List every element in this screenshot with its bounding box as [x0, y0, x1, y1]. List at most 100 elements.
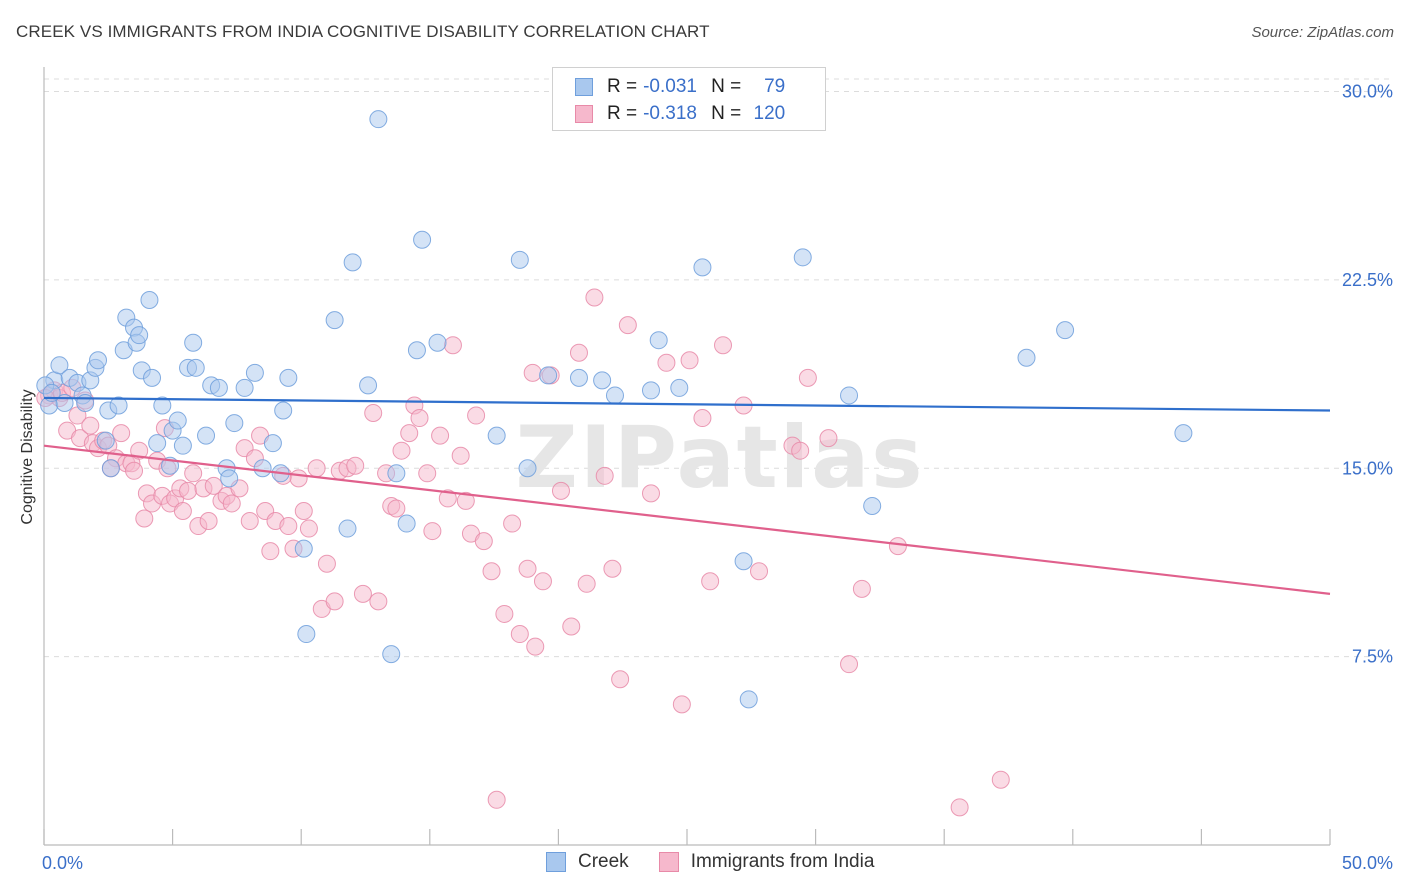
data-point — [197, 426, 216, 445]
watermark: ZIPatlas — [516, 408, 925, 508]
data-point — [382, 645, 401, 664]
y-tick-label: 15.0% — [1342, 458, 1393, 478]
stats-legend: R = -0.031 N = 79 R = -0.318 N = 120 — [552, 67, 826, 131]
data-point — [109, 396, 128, 415]
data-point — [739, 690, 758, 709]
data-point — [693, 409, 712, 428]
data-point — [714, 336, 733, 355]
data-point — [423, 522, 442, 541]
data-point — [359, 376, 378, 395]
data-point — [618, 316, 637, 335]
r-label: R = — [607, 76, 638, 97]
data-point — [317, 554, 336, 573]
data-point — [168, 411, 187, 430]
data-point — [261, 542, 280, 561]
data-point — [523, 363, 542, 382]
data-point — [1056, 321, 1075, 340]
data-point — [431, 426, 450, 445]
data-point — [569, 343, 588, 362]
data-point — [140, 291, 159, 310]
stats-legend-row-creek: R = -0.031 N = 79 — [575, 74, 785, 100]
data-point — [279, 368, 298, 387]
data-point — [585, 288, 604, 307]
data-point — [220, 469, 239, 488]
x-tick-label-min: 0.0% — [42, 853, 83, 873]
data-point — [888, 537, 907, 556]
data-point — [407, 341, 426, 360]
data-point — [562, 617, 581, 636]
data-point — [577, 574, 596, 593]
data-point — [125, 461, 144, 480]
data-point — [186, 358, 205, 377]
data-point — [387, 499, 406, 518]
creek-swatch — [575, 78, 593, 96]
data-point — [657, 353, 676, 372]
stats-legend-row-india: R = -0.318 N = 120 — [575, 101, 785, 127]
data-point — [338, 519, 357, 538]
x-tick-label-max: 50.0% — [1342, 853, 1393, 873]
y-tick-label: 22.5% — [1342, 270, 1393, 290]
data-point — [253, 459, 272, 478]
grid-layer — [44, 78, 1394, 658]
data-point — [603, 559, 622, 578]
data-point — [325, 592, 344, 611]
creek-legend-swatch — [546, 852, 566, 872]
data-point — [130, 326, 149, 345]
data-point — [819, 429, 838, 448]
data-point — [510, 625, 529, 644]
data-point — [294, 539, 313, 558]
data-point — [991, 770, 1010, 789]
data-point — [487, 790, 506, 809]
data-point — [950, 798, 969, 817]
data-point — [482, 562, 501, 581]
data-point — [235, 378, 254, 397]
n-label: N = — [711, 103, 742, 124]
data-point — [153, 396, 172, 415]
data-point — [81, 416, 100, 435]
data-point — [307, 459, 326, 478]
data-point — [539, 366, 558, 385]
data-point — [294, 501, 313, 520]
data-point — [397, 514, 416, 533]
data-point — [346, 456, 365, 475]
data-point — [184, 464, 203, 483]
chart-title: CREEK VS IMMIGRANTS FROM INDIA COGNITIVE… — [16, 22, 710, 41]
data-point — [222, 494, 241, 513]
n-value: 79 — [764, 76, 786, 97]
data-point — [400, 424, 419, 443]
data-point — [263, 434, 282, 453]
data-point — [392, 441, 411, 460]
data-point — [750, 562, 769, 581]
data-point — [840, 655, 859, 674]
data-point — [605, 386, 624, 405]
data-point — [130, 441, 149, 460]
india-legend-label: Immigrants from India — [690, 851, 875, 872]
data-point — [148, 434, 167, 453]
data-point — [569, 368, 588, 387]
data-point — [641, 484, 660, 503]
data-point — [135, 509, 154, 528]
data-point — [76, 393, 95, 412]
data-point — [791, 441, 810, 460]
data-point — [179, 481, 198, 500]
r-label: R = — [607, 103, 638, 124]
data-point — [1017, 348, 1036, 367]
data-point — [672, 695, 691, 714]
data-point — [274, 401, 293, 420]
data-point — [798, 368, 817, 387]
data-point — [533, 572, 552, 591]
india-swatch — [575, 105, 593, 123]
data-point — [863, 496, 882, 515]
data-point — [503, 514, 522, 533]
data-point — [840, 386, 859, 405]
axis-layer — [43, 67, 1331, 846]
data-point — [418, 464, 437, 483]
data-point — [245, 363, 264, 382]
data-point — [413, 230, 432, 249]
data-point — [443, 336, 462, 355]
data-point — [101, 459, 120, 478]
data-point — [793, 248, 812, 267]
india-legend-swatch — [658, 852, 679, 872]
data-point — [852, 579, 871, 598]
data-point — [184, 333, 203, 352]
